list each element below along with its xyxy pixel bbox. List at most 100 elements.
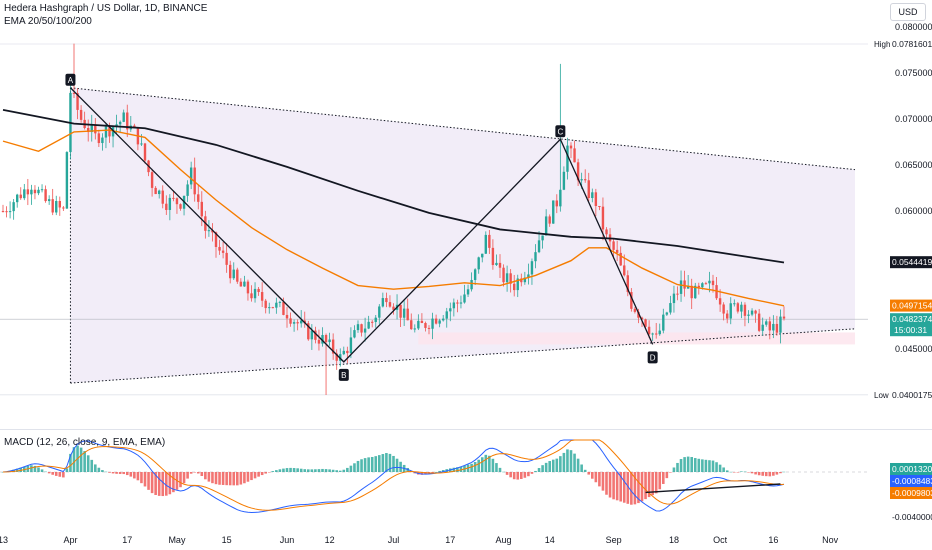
candle-body [158, 190, 161, 195]
macd-histogram-bar [143, 472, 147, 487]
macd-histogram-bar [118, 472, 122, 475]
candle-body [87, 128, 90, 133]
candle-body [44, 189, 47, 202]
macd-histogram-bar [218, 472, 221, 485]
chart-title: Hedera Hashgraph / US Dollar, 1D, BINANC… [4, 3, 208, 14]
macd-histogram-bar [548, 461, 551, 472]
candle-body [580, 179, 583, 181]
macd-histogram-bar [619, 472, 622, 502]
macd-histogram-bar [711, 460, 715, 472]
candle-body [260, 292, 264, 301]
macd-histogram-bar [598, 472, 601, 487]
candle-body [79, 109, 83, 120]
candle-body [328, 339, 331, 343]
macd-histogram-bar [669, 472, 672, 473]
macd-histogram-bar [480, 457, 484, 472]
macd-histogram-bar [722, 467, 725, 472]
candle-body [644, 319, 647, 327]
candle-body [51, 199, 54, 213]
candle-body [615, 249, 619, 253]
macd-histogram-bar [612, 472, 615, 500]
candle-body [509, 273, 512, 284]
candle-body [8, 211, 12, 213]
macd-histogram-bar [154, 472, 157, 496]
macd-histogram-bar [243, 472, 246, 484]
candle-body [296, 322, 299, 324]
macd-histogram-bar [775, 472, 779, 475]
candle-body [420, 320, 424, 324]
pane-separator[interactable] [0, 429, 932, 430]
candle-body [669, 303, 672, 313]
macd-histogram-bar [122, 472, 125, 475]
macd-histogram-bar [37, 467, 40, 472]
macd-histogram-bar [665, 472, 669, 479]
candle-body [477, 257, 480, 270]
candle-body [197, 194, 200, 202]
macd-histogram-bar [385, 453, 388, 472]
macd-histogram-bar [541, 465, 544, 472]
candle-body [367, 321, 370, 329]
candle-body [733, 303, 736, 305]
pattern-point-label: C [557, 127, 563, 136]
candle-body [33, 189, 37, 194]
macd-histogram-bar [647, 472, 651, 498]
pattern-point-b: B [338, 368, 349, 381]
macd-histogram-bar [44, 471, 47, 473]
ema-orange-line [2, 129, 785, 307]
candle-body [722, 304, 725, 314]
currency-button[interactable]: USD [890, 3, 926, 21]
candle-body [694, 285, 697, 299]
macd-histogram-bar [51, 472, 54, 475]
macd-histogram-bar [683, 457, 686, 472]
macd-axis-tick: -0.00400000 [892, 512, 932, 522]
candle-body [658, 330, 661, 335]
pattern-point-label: D [650, 353, 656, 362]
macd-histogram-bar [363, 458, 367, 472]
candle-body [175, 198, 179, 205]
price-axis-tick: 0.06500000 [895, 160, 932, 170]
candle-body [655, 333, 658, 335]
macd-histogram-bar [172, 472, 175, 493]
candle-body [353, 330, 356, 338]
macd-histogram-bar [743, 471, 747, 473]
abcd-pattern-line [69, 87, 654, 363]
pattern-point-a: A [65, 73, 76, 86]
candle-body [72, 92, 76, 94]
candle-body [466, 289, 470, 295]
macd-histogram-bar [221, 472, 225, 485]
candle-body [282, 301, 285, 315]
pattern-point-label: B [341, 371, 346, 380]
candle-body [40, 189, 44, 191]
macd-line [2, 439, 785, 513]
macd-histogram-bar [275, 470, 278, 472]
pattern-point-badge [65, 73, 76, 86]
macd-histogram-bar [289, 467, 292, 472]
candle-body [307, 323, 310, 340]
macd-histogram-bar [111, 472, 115, 474]
macd-indicator-label[interactable]: MACD (12, 26, close, 9, EMA, EMA) [4, 437, 166, 448]
candle-body [484, 234, 487, 254]
ema-indicator-label[interactable]: EMA 20/50/100/200 [4, 16, 92, 27]
time-axis-label: Apr [63, 535, 77, 545]
candle-body [94, 125, 97, 134]
macd-histogram-bar [47, 472, 51, 474]
candle-body [150, 172, 154, 188]
candle-body [747, 314, 750, 316]
macd-histogram-bar [136, 472, 140, 481]
macd-histogram-bar [633, 472, 637, 505]
macd-histogram-bar [204, 472, 207, 480]
candle-body [285, 314, 289, 319]
candle-body [236, 269, 239, 282]
candle-body [573, 148, 576, 163]
candle-body [58, 200, 61, 208]
candle-body [637, 311, 640, 318]
macd-histogram-bar [253, 472, 257, 479]
macd-histogram-bar [704, 459, 708, 472]
macd-histogram-bar [101, 470, 104, 472]
candle-body [473, 269, 477, 280]
macd-histogram-bar [708, 460, 711, 472]
candle-body [544, 216, 548, 236]
candle-body [431, 318, 434, 329]
macd-histogram-bar [97, 467, 101, 472]
